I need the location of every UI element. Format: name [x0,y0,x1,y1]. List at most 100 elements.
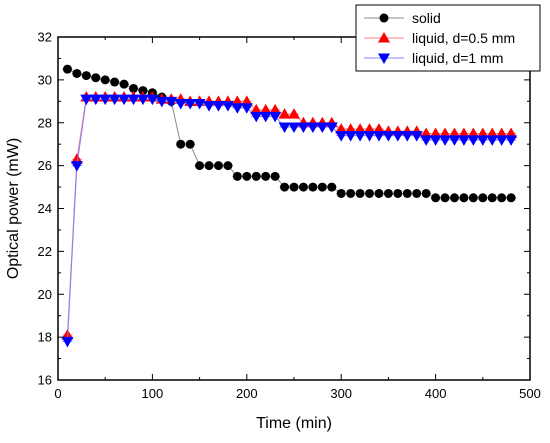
data-point [119,79,129,89]
data-point [278,122,291,134]
plot-content [61,64,518,348]
data-point [289,182,299,192]
data-point [146,94,159,106]
data-point [110,77,120,87]
series-0 [62,64,517,203]
data-point [204,161,214,171]
data-point [420,127,433,138]
y-tick-label: 16 [38,373,52,388]
data-point [457,135,470,146]
data-point [138,86,148,96]
data-point [355,188,365,198]
data-point [89,94,102,106]
data-point [251,171,261,181]
data-point [259,111,272,123]
data-point [344,123,357,134]
data-point [270,171,280,181]
data-point [185,139,195,149]
data-point [269,111,282,123]
y-tick-label: 22 [38,244,52,259]
data-point [298,182,308,192]
data-point [448,127,461,138]
axis-ticks: 0 100 200 300 400 500 16 18 20 22 24 26 28 30 32 [38,30,541,402]
data-point [391,131,404,142]
data-point [308,182,318,192]
x-tick-label: 400 [425,386,447,401]
data-point [459,193,469,203]
data-point [449,193,459,203]
data-point [174,98,187,110]
data-point [212,101,225,112]
data-point [221,101,234,112]
data-point [297,122,310,134]
data-point [232,171,242,181]
data-point [62,64,72,74]
data-point [327,182,337,192]
data-point [278,108,291,119]
series-1 [61,91,518,340]
data-point [495,135,508,146]
data-point [354,123,367,134]
data-point [317,182,327,192]
data-point [193,98,206,110]
data-point [393,188,403,198]
data-point [195,161,205,171]
data-point [155,96,168,108]
data-point [457,127,470,138]
data-point [203,101,216,112]
data-point [259,103,272,115]
data-point [325,122,338,134]
data-point [127,94,140,106]
data-point [467,127,480,138]
data-point [439,127,452,138]
x-tick-label: 500 [519,386,541,401]
data-point [363,123,376,134]
data-point [344,131,357,142]
legend-marker [378,53,390,64]
data-point [184,98,197,110]
data-point [431,193,441,203]
data-point [476,127,489,138]
data-point [487,193,497,203]
data-point [372,131,385,142]
data-point [374,188,384,198]
data-point [118,94,131,106]
x-tick-label: 100 [142,386,164,401]
legend-label: liquid, d=0.5 mm [412,30,515,46]
legend-marker [379,13,389,23]
legend-label: solid [412,10,441,26]
data-point [176,139,186,149]
data-point [401,131,414,142]
data-point [365,188,375,198]
data-point [240,103,253,114]
data-point [81,71,91,81]
data-point [505,127,518,138]
data-point [429,127,442,138]
data-point [99,94,112,106]
y-tick-label: 18 [38,330,52,345]
data-point [402,188,412,198]
data-point [61,336,74,348]
data-point [242,171,252,181]
data-point [336,188,346,198]
data-point [486,127,499,138]
x-tick-label: 200 [236,386,258,401]
legend-label: liquid, d=1 mm [412,50,503,66]
data-point [429,135,442,146]
data-point [223,161,233,171]
x-tick-label: 0 [54,386,61,401]
data-point [250,103,263,115]
data-point [129,83,139,93]
data-point [280,182,290,192]
data-point [165,96,178,108]
data-point [231,95,244,106]
data-point [497,193,507,203]
data-point [306,122,319,134]
data-point [288,122,300,134]
data-point [231,103,244,114]
data-point [335,131,348,142]
y-tick-label: 32 [38,30,52,45]
data-point [486,135,499,146]
data-point [372,123,385,134]
